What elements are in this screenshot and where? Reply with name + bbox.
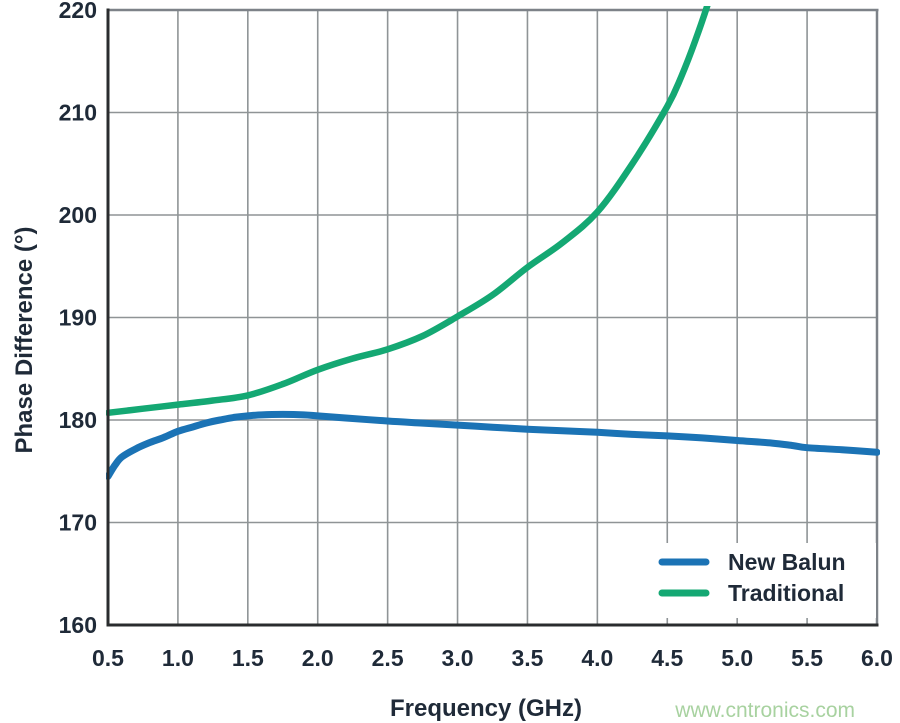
x-tick-label: 6.0 — [861, 645, 893, 671]
x-tick-label: 4.0 — [581, 645, 613, 671]
y-tick-label: 160 — [59, 612, 97, 638]
series-line-new-balun — [106, 410, 880, 480]
x-tick-label: 5.0 — [721, 645, 753, 671]
x-tick-labels: 0.5 1.0 1.5 2.0 2.5 3.0 3.5 4.0 4.5 5.0 5.5 6.0 — [92, 645, 893, 671]
y-tick-labels: 160 170 180 190 200 210 220 — [59, 0, 97, 638]
legend: New Balun Traditional — [642, 543, 876, 618]
plot-border — [106, 8, 879, 625]
x-tick-label: 3.0 — [442, 645, 474, 671]
x-tick-label: 1.5 — [232, 645, 264, 671]
y-tick-label: 180 — [59, 407, 97, 433]
y-tick-label: 210 — [59, 100, 97, 126]
x-tick-label: 4.5 — [651, 645, 683, 671]
x-tick-label: 2.5 — [372, 645, 404, 671]
gridlines — [108, 10, 878, 625]
y-tick-label: 170 — [59, 510, 97, 536]
x-tick-label: 0.5 — [92, 645, 124, 671]
series-line-traditional — [106, 6, 711, 417]
watermark-link: www.cntronics.com — [674, 699, 855, 722]
y-axis-title: Phase Difference (°) — [11, 226, 38, 453]
axes — [106, 8, 879, 627]
data-series — [106, 6, 880, 480]
x-tick-label: 2.0 — [302, 645, 334, 671]
x-axis-title: Frequency (GHz) — [390, 695, 582, 722]
x-tick-label: 3.5 — [511, 645, 543, 671]
legend-label-new-balun: New Balun — [728, 549, 846, 575]
x-tick-label: 5.5 — [791, 645, 823, 671]
legend-label-traditional: Traditional — [728, 580, 844, 606]
y-tick-label: 220 — [59, 0, 97, 23]
legend-background — [642, 543, 876, 618]
x-tick-label: 1.0 — [162, 645, 194, 671]
y-tick-label: 200 — [59, 202, 97, 228]
y-tick-label: 190 — [59, 305, 97, 331]
